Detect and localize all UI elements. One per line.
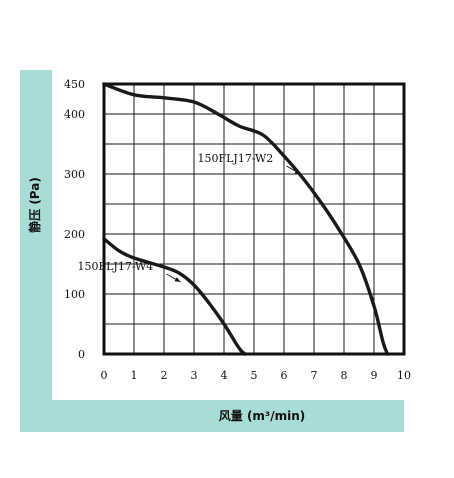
series-annotation-label: 150FLJ17-W2 <box>198 152 274 165</box>
plot-frame <box>102 82 406 356</box>
x-tick-label: 4 <box>221 369 228 382</box>
left-band <box>20 70 52 432</box>
y-tick-label: 0 <box>78 348 85 361</box>
y-tick-label: 300 <box>64 168 85 181</box>
y-tick-labels: 0 100 200 300 400 450 <box>64 78 85 361</box>
grid <box>104 84 404 354</box>
x-tick-label: 1 <box>131 369 138 382</box>
x-tick-label: 7 <box>311 369 318 382</box>
arrow-head-icon <box>294 169 301 174</box>
y-tick-label: 450 <box>64 78 85 91</box>
bottom-band <box>20 400 404 432</box>
y-tick-label: 400 <box>64 108 85 121</box>
x-tick-label: 9 <box>371 369 378 382</box>
x-axis-label: 风量 (m³/min) <box>219 409 305 423</box>
curve-annotations: 150FLJ17-W2 150FLJ17-W4 <box>78 152 301 283</box>
series-annotation-label: 150FLJ17-W4 <box>78 260 154 273</box>
series-line-2 <box>102 237 247 356</box>
curves <box>102 82 390 356</box>
y-tick-label: 200 <box>64 228 85 241</box>
x-tick-label: 2 <box>161 369 168 382</box>
x-tick-label: 5 <box>251 369 258 382</box>
series-line-1 <box>102 82 390 356</box>
x-tick-label: 8 <box>341 369 348 382</box>
x-tick-label: 0 <box>101 369 108 382</box>
y-tick-label: 100 <box>64 288 85 301</box>
x-tick-label: 6 <box>281 369 288 382</box>
x-tick-labels: 0 1 2 3 4 5 6 7 8 9 10 <box>101 369 412 382</box>
y-axis-label: 静压 (Pa) <box>27 177 42 233</box>
x-tick-label: 3 <box>191 369 198 382</box>
x-tick-label: 10 <box>397 369 411 382</box>
arrow-head-icon <box>174 277 181 282</box>
